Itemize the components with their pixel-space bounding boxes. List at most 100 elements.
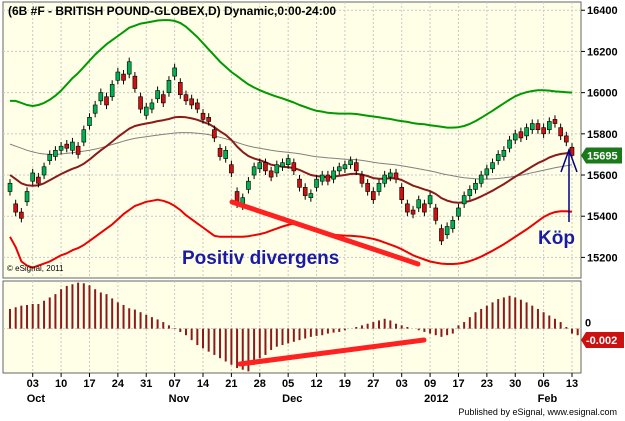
candle-down: [535, 123, 541, 131]
histogram-tick-label: 0: [585, 318, 591, 330]
x-tick-label: 07: [169, 378, 181, 390]
candle-up: [376, 182, 382, 192]
watermark-text: © eSignal, 2011: [7, 264, 64, 273]
x-tick-label: 13: [566, 378, 578, 390]
price-tick-label: 16000: [587, 88, 618, 100]
x-tick-label: 27: [367, 378, 379, 390]
candle-down: [291, 162, 297, 172]
candle-down: [365, 182, 370, 192]
candle-up: [257, 162, 263, 170]
candle-down: [19, 211, 24, 219]
candle-down: [410, 209, 416, 215]
candle-up: [427, 195, 433, 205]
last-price-value: 15695: [587, 150, 618, 162]
candle-up: [473, 182, 478, 190]
buy-arrow-icon: [560, 147, 578, 222]
candle-up: [382, 174, 387, 184]
candle-down: [433, 207, 439, 221]
x-tick-label: 23: [481, 378, 493, 390]
candle-up: [246, 180, 251, 190]
candle-up: [388, 172, 393, 178]
x-tick-label: 19: [339, 378, 351, 390]
chart-title: (6B #F - BRITISH POUND-GLOBEX,D) Dynamic…: [8, 4, 336, 18]
histogram-divergence-line: [237, 337, 427, 367]
price-tick-label: 15800: [587, 129, 618, 141]
candle-down: [121, 73, 126, 81]
candle-up: [547, 121, 552, 131]
candle-up: [507, 139, 512, 149]
candle-up: [416, 199, 422, 209]
candle-down: [36, 176, 41, 184]
candle-down: [104, 96, 109, 106]
candle-up: [490, 162, 495, 170]
price-tick-label: 15600: [587, 170, 618, 182]
x-tick-label: 12: [310, 378, 322, 390]
candle-up: [280, 162, 285, 168]
x-tick-label: 21: [225, 378, 237, 390]
price-y-axis: 15200 15400 15600 15800 16000 16200 16400: [581, 5, 618, 264]
candle-down: [138, 96, 143, 110]
candle-up: [47, 154, 53, 161]
price-tick-label: 15200: [587, 252, 618, 264]
x-tick-label: 03: [27, 378, 39, 390]
last-price-tag: 15695: [581, 147, 622, 164]
candle-up: [524, 127, 529, 137]
candle-up: [223, 149, 229, 159]
month-label: Oct: [27, 393, 46, 405]
candle-down: [160, 94, 166, 104]
buy-label: Köp: [538, 228, 575, 249]
candle-up: [319, 174, 325, 182]
candle-down: [564, 135, 569, 143]
candle-down: [206, 117, 211, 122]
candle-down: [13, 203, 18, 213]
histogram-last-value: -0.002: [586, 335, 617, 347]
candle-down: [405, 203, 410, 213]
x-tick-label: 09: [424, 378, 436, 390]
candle-up: [58, 145, 64, 151]
x-tick-label: 03: [396, 378, 408, 390]
candle-up: [7, 182, 13, 192]
candle-up: [87, 117, 92, 126]
candle-up: [53, 149, 58, 157]
candle-up: [450, 220, 456, 229]
candle-down: [393, 172, 399, 180]
candle-down: [64, 143, 70, 149]
candle-up: [314, 178, 319, 188]
month-label: Feb: [538, 393, 558, 405]
candle-down: [325, 174, 331, 182]
candle-up: [336, 166, 342, 172]
x-tick-label: 06: [537, 378, 549, 390]
candle-down: [200, 112, 206, 120]
candle-up: [529, 123, 535, 131]
candle-up: [456, 207, 461, 217]
candle-up: [149, 102, 155, 110]
divergence-label: Positiv divergens: [182, 248, 339, 269]
candle-up: [331, 170, 336, 180]
candle-down: [217, 147, 223, 157]
candle-up: [495, 154, 501, 161]
month-label: Nov: [169, 393, 191, 405]
candle-up: [501, 149, 507, 157]
candlestick-series: [7, 57, 575, 246]
candle-up: [92, 104, 98, 114]
price-tick-label: 16400: [587, 5, 618, 17]
candle-down: [195, 102, 200, 110]
x-tick-label: 31: [140, 378, 152, 390]
candle-down: [422, 203, 427, 213]
candle-up: [166, 79, 172, 93]
x-tick-label: 30: [509, 378, 521, 390]
candle-down: [552, 119, 558, 124]
candle-up: [444, 226, 450, 236]
candle-up: [172, 67, 177, 77]
candle-up: [484, 168, 490, 176]
candle-up: [98, 92, 104, 102]
candle-down: [541, 127, 546, 135]
candle-down: [132, 75, 138, 89]
candle-up: [461, 195, 467, 205]
candle-down: [353, 162, 359, 172]
candle-down: [371, 191, 376, 201]
x-tick-label: 10: [55, 378, 67, 390]
candle-up: [512, 133, 518, 141]
candle-down: [439, 228, 444, 242]
